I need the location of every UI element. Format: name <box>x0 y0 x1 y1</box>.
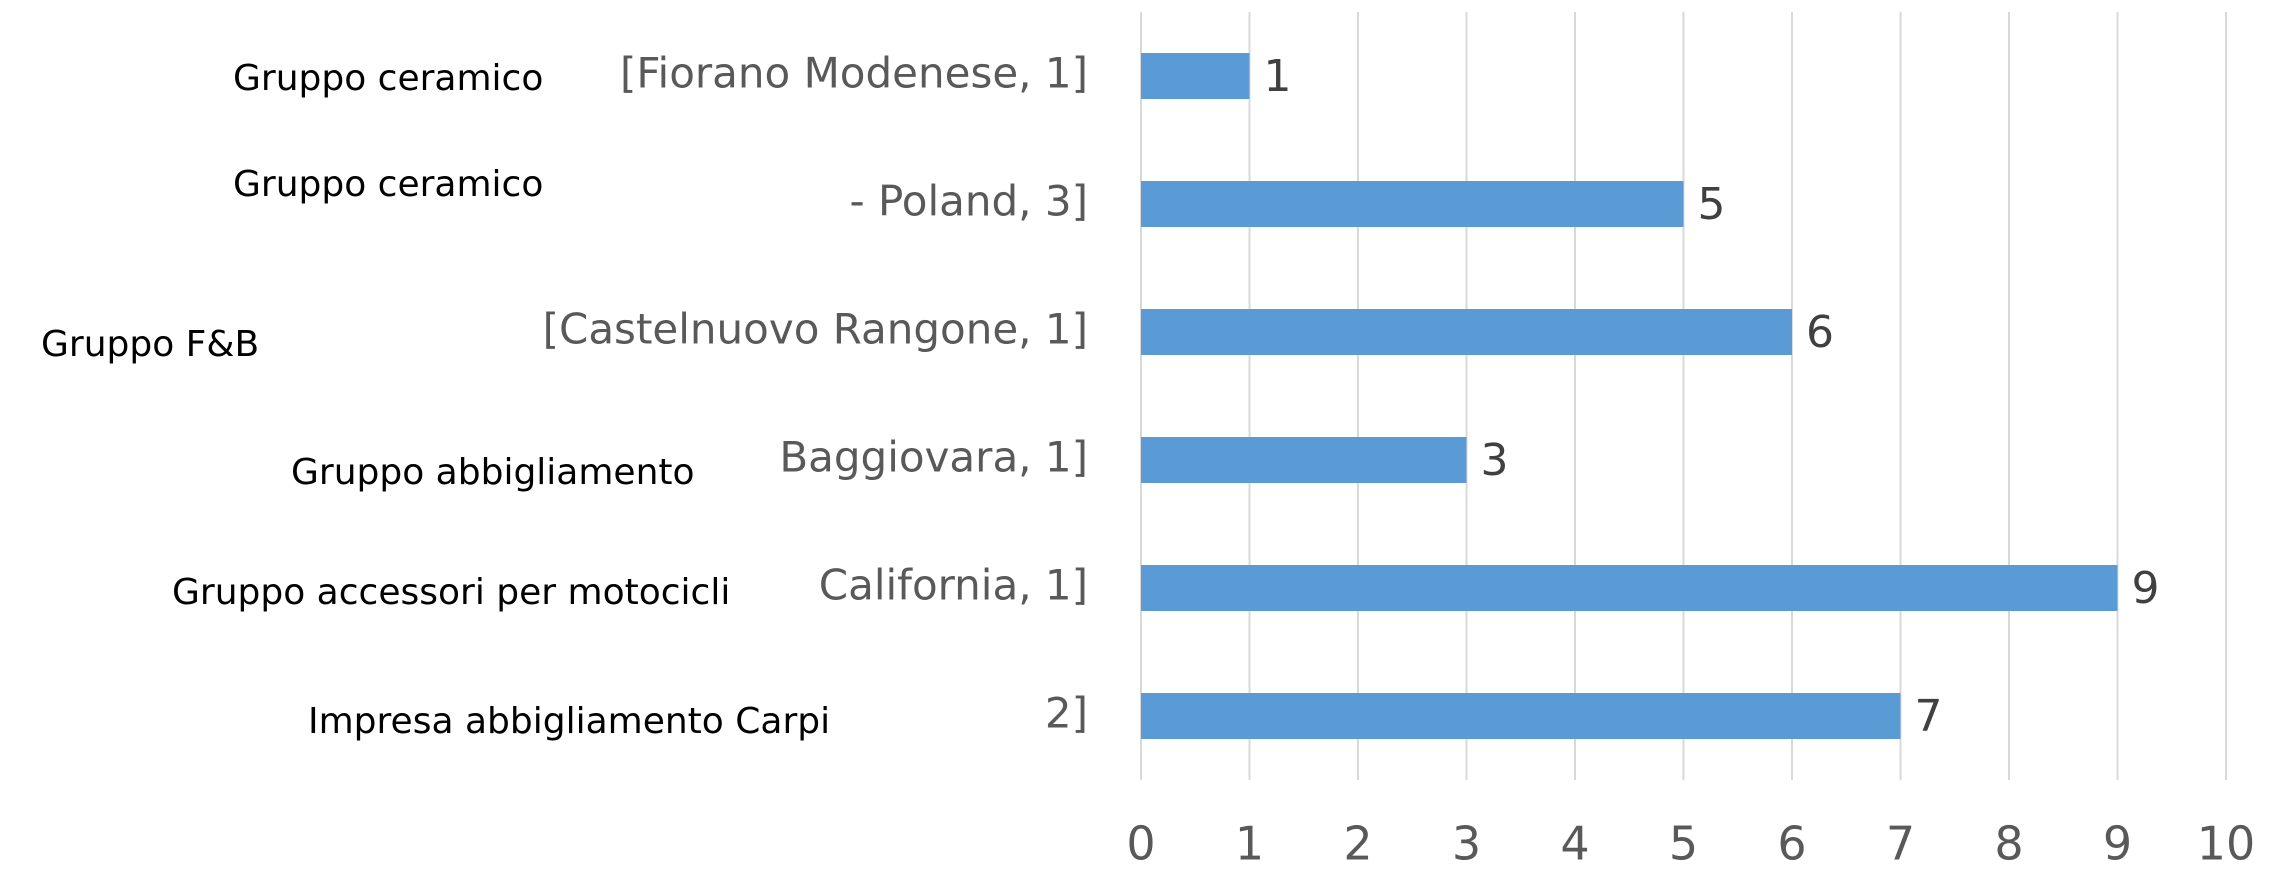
bar <box>1141 309 1792 355</box>
x-tick-label: 2 <box>1343 817 1372 869</box>
bar <box>1141 693 1901 739</box>
category-label: Baggiovara, 1] <box>779 433 1088 482</box>
x-tick-label: 4 <box>1560 817 1589 869</box>
overlay-label: Gruppo ceramico <box>233 58 543 99</box>
data-label: 7 <box>1915 691 1943 742</box>
overlay-label: Gruppo abbigliamento <box>291 452 695 493</box>
data-label: 3 <box>1481 435 1509 486</box>
x-tick-label: 5 <box>1669 817 1698 869</box>
data-label: 1 <box>1264 51 1292 102</box>
category-label: [Castelnuovo Rangone, 1] <box>543 305 1088 354</box>
bar <box>1141 437 1467 483</box>
category-label: [Fiorano Modenese, 1] <box>620 49 1088 98</box>
data-label: 5 <box>1698 179 1726 230</box>
overlay-label: Impresa abbigliamento Carpi <box>308 701 830 742</box>
category-label: California, 1] <box>819 561 1088 610</box>
category-label: 2] <box>1045 689 1088 738</box>
bar <box>1141 53 1250 99</box>
x-tick-label: 7 <box>1886 817 1915 869</box>
x-tick-label: 6 <box>1777 817 1806 869</box>
overlay-label: Gruppo accessori per motocicli <box>172 572 730 613</box>
x-tick-label: 1 <box>1235 817 1264 869</box>
x-tick-label: 0 <box>1126 817 1155 869</box>
x-tick-label: 10 <box>2197 817 2256 869</box>
overlay-label: Gruppo F&B <box>41 324 259 365</box>
overlay-label: Gruppo ceramico <box>233 164 543 205</box>
bar <box>1141 181 1684 227</box>
data-label: 9 <box>2132 563 2160 614</box>
x-tick-label: 9 <box>2103 817 2132 869</box>
x-tick-label: 3 <box>1452 817 1481 869</box>
x-tick-label: 8 <box>1994 817 2023 869</box>
bar <box>1141 565 2118 611</box>
category-label: - Poland, 3] <box>849 177 1088 226</box>
data-label: 6 <box>1806 307 1834 358</box>
